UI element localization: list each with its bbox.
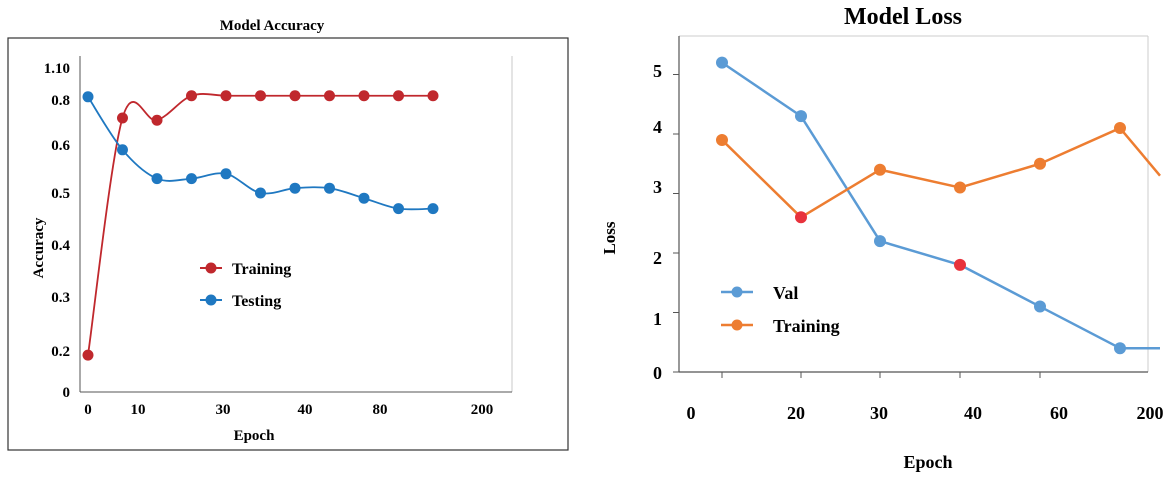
accuracy-chart-frame [7, 37, 569, 451]
loss-y-axis-label: Loss [600, 221, 619, 254]
accuracy-point-training [289, 90, 301, 102]
accuracy-point-testing [151, 173, 163, 185]
accuracy-chart-title: Model Accuracy [220, 18, 325, 34]
loss-x-tick-label: 60 [1050, 403, 1068, 423]
accuracy-y-tick-label: 0.8 [51, 93, 70, 109]
loss-point-val [1034, 300, 1046, 313]
accuracy-y-tick-label: 1.10 [44, 61, 70, 77]
loss-point-training [795, 211, 807, 224]
accuracy-x-tick-label: 30 [216, 402, 231, 418]
legend-testing-marker [205, 294, 217, 306]
accuracy-point-training [151, 114, 163, 126]
loss-point-training [716, 133, 728, 146]
accuracy-x-tick-label: 0 [84, 402, 92, 418]
accuracy-y-tick-label: 0.4 [51, 238, 70, 254]
accuracy-point-training [324, 90, 335, 102]
loss-point-val [716, 56, 728, 69]
loss-legend: Val Training [721, 283, 840, 336]
accuracy-point-training [220, 90, 232, 102]
legend-training-marker [731, 319, 743, 331]
accuracy-point-testing [427, 203, 439, 215]
loss-point-training [1114, 122, 1126, 135]
loss-y-tick-label: 5 [653, 61, 662, 81]
accuracy-x-tick-label: 200 [471, 402, 494, 418]
loss-point-val [795, 110, 807, 123]
legend-training-marker [205, 262, 217, 274]
accuracy-point-testing [358, 192, 370, 204]
accuracy-point-testing [186, 173, 197, 185]
accuracy-x-tick-label: 10 [131, 402, 146, 418]
accuracy-y-tick-label: 0.5 [51, 186, 70, 202]
loss-point-training [1034, 157, 1046, 170]
accuracy-point-testing [289, 182, 301, 194]
loss-point-val [874, 235, 886, 248]
loss-point-training [874, 163, 886, 176]
accuracy-series-line-training [87, 93, 433, 356]
legend-val-label: Val [773, 283, 798, 303]
accuracy-point-testing [82, 91, 94, 103]
loss-y-tick-label: 3 [653, 177, 662, 197]
accuracy-x-ticks: 0 10 30 40 80 200 [84, 402, 493, 418]
accuracy-y-tick-label: 0 [63, 385, 71, 401]
loss-y-tick-label: 1 [653, 309, 662, 329]
loss-x-tick-label: 40 [964, 403, 982, 423]
loss-x-tick-label: 200 [1137, 403, 1164, 423]
accuracy-point-testing [255, 187, 266, 199]
accuracy-legend: Training Testing [200, 261, 291, 310]
loss-x-axis-label: Epoch [903, 452, 952, 472]
loss-chart-title: Model Loss [844, 4, 962, 30]
accuracy-y-tick-label: 0.2 [51, 344, 70, 360]
loss-series-line-training [721, 126, 1161, 219]
accuracy-point-training [82, 349, 94, 361]
loss-point-training [954, 181, 966, 194]
accuracy-point-training [358, 90, 370, 102]
accuracy-point-training [255, 90, 266, 102]
loss-point-val [954, 258, 966, 271]
loss-x-tick-label: 20 [787, 403, 805, 423]
accuracy-point-training [393, 90, 404, 102]
accuracy-point-training [427, 90, 439, 102]
loss-y-tick-label: 2 [653, 248, 662, 268]
accuracy-series [82, 90, 439, 361]
loss-x-tick-label: 0 [687, 403, 696, 423]
loss-y-tick-label: 4 [653, 117, 662, 137]
accuracy-x-tick-label: 40 [298, 402, 313, 418]
loss-x-ticks: 0 20 30 40 60 200 [687, 372, 1164, 423]
loss-y-tick-label: 0 [653, 363, 662, 383]
accuracy-y-ticks: 0 0.2 0.3 0.4 0.5 0.6 0.8 1.10 [44, 61, 71, 401]
accuracy-y-tick-label: 0.6 [51, 138, 70, 154]
legend-training-label: Training [232, 261, 291, 278]
accuracy-y-tick-label: 0.3 [51, 290, 70, 306]
loss-series [716, 56, 1161, 355]
accuracy-point-training [186, 90, 197, 102]
accuracy-x-axis-label: Epoch [234, 428, 276, 444]
legend-training-label: Training [773, 316, 840, 336]
accuracy-point-testing [324, 182, 335, 194]
accuracy-chart: Model Accuracy 0 0.2 0.3 0.4 0.5 0.6 0.8 1.10 0… [7, 18, 569, 451]
legend-val-marker [731, 286, 743, 298]
loss-x-tick-label: 30 [870, 403, 888, 423]
accuracy-point-training [117, 112, 128, 124]
accuracy-point-testing [220, 168, 232, 180]
accuracy-point-testing [393, 203, 404, 215]
accuracy-x-tick-label: 80 [373, 402, 388, 418]
accuracy-y-axis-label: Accuracy [31, 217, 47, 278]
legend-testing-label: Testing [232, 293, 281, 310]
accuracy-point-testing [117, 144, 128, 156]
loss-y-ticks: 0 1 2 3 4 5 [653, 61, 679, 383]
loss-chart: Model Loss 0 1 2 3 4 5 0 20 30 40 60 200 Loss Epoc… [600, 4, 1164, 472]
loss-point-val [1114, 342, 1126, 355]
